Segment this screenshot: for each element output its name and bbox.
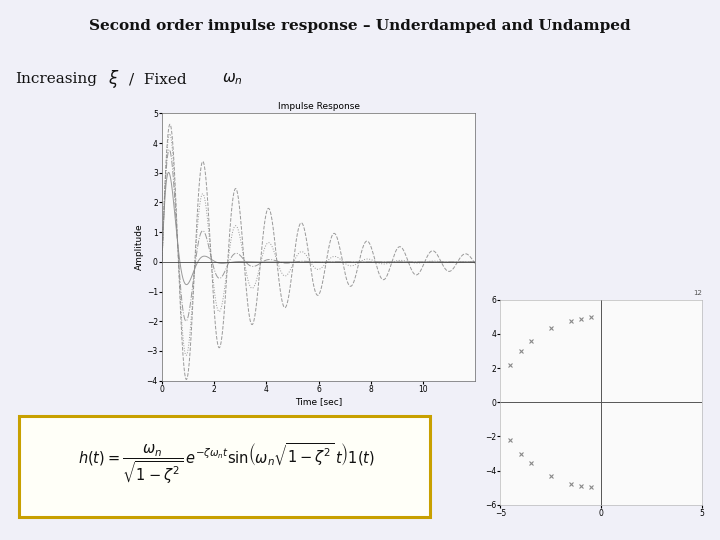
Title: Impulse Response: Impulse Response [278, 102, 359, 111]
Text: $\omega_n$: $\omega_n$ [222, 71, 243, 87]
Text: Second order impulse response – Underdamped and Undamped: Second order impulse response – Underdam… [89, 19, 631, 32]
X-axis label: Time [sec]: Time [sec] [295, 397, 342, 406]
Text: /  Fixed: / Fixed [128, 72, 186, 86]
FancyBboxPatch shape [19, 416, 430, 517]
Text: $\xi$: $\xi$ [108, 68, 120, 90]
Text: $h(t) = \dfrac{\omega_n}{\sqrt{1-\zeta^2}}\,e^{-\zeta\omega_n t}\sin\!\left(\ome: $h(t) = \dfrac{\omega_n}{\sqrt{1-\zeta^2… [78, 441, 375, 485]
Text: 12: 12 [693, 289, 702, 295]
Y-axis label: Amplitude: Amplitude [135, 224, 144, 271]
Text: Increasing: Increasing [15, 72, 97, 86]
